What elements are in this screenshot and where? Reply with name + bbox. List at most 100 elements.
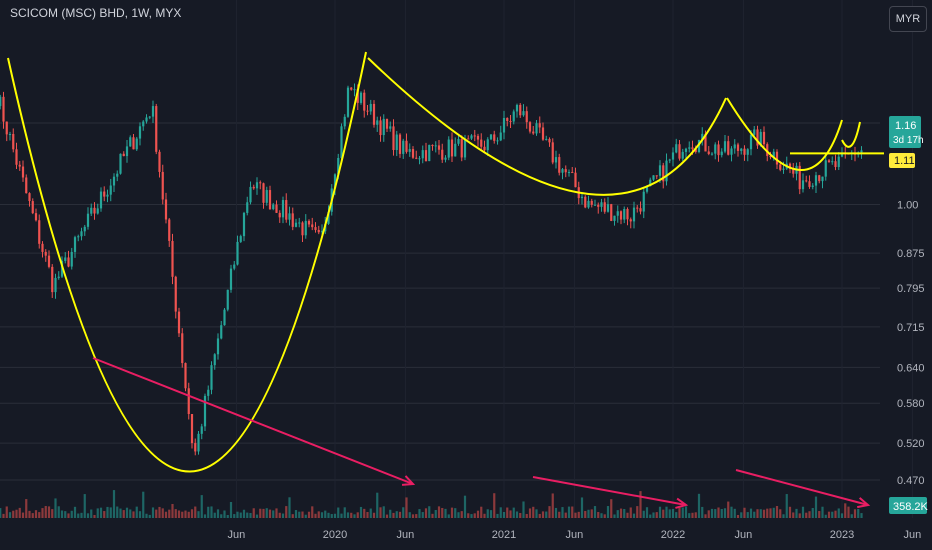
candle-body	[710, 153, 714, 155]
volume-bar	[671, 508, 675, 518]
volume-bars	[0, 490, 863, 518]
candle-body	[184, 363, 187, 389]
volume-bar	[333, 513, 337, 518]
candle-body	[746, 149, 749, 155]
candle-body	[434, 145, 437, 147]
candle-body	[278, 212, 281, 218]
volume-bar	[746, 512, 749, 518]
cup-curve-mid	[367, 57, 727, 196]
volume-bar	[242, 509, 246, 518]
last-price-label: 1.16	[895, 120, 916, 132]
candle-body	[584, 196, 587, 208]
candle-body	[467, 138, 470, 140]
trend-arrow-head	[675, 497, 689, 509]
candle-body	[441, 149, 444, 160]
volume-bar	[476, 510, 480, 518]
volume-bar	[298, 511, 301, 518]
volume-bar	[314, 513, 317, 518]
candle-body	[47, 255, 51, 267]
candle-body	[249, 186, 252, 203]
volume-bar	[210, 506, 213, 518]
volume-bar	[285, 506, 288, 518]
volume-bar	[486, 509, 489, 518]
volume-bar	[288, 497, 291, 518]
candle-body	[252, 186, 255, 189]
volume-bar	[808, 511, 811, 518]
candles	[0, 83, 863, 456]
candle-body	[291, 213, 294, 227]
candle-body	[470, 135, 473, 139]
candle-body	[395, 134, 398, 150]
candle-body	[428, 144, 431, 162]
volume-bar	[265, 508, 268, 518]
candle-body	[93, 207, 96, 214]
candle-body	[363, 92, 366, 111]
volume-bar	[688, 513, 691, 518]
candle-body	[818, 175, 821, 182]
volume-bar	[389, 509, 392, 518]
volume-bar	[5, 506, 8, 518]
volume-bar	[161, 508, 164, 518]
candle-body	[350, 87, 353, 90]
candle-body	[515, 104, 519, 112]
candle-body	[486, 139, 489, 151]
candle-body	[603, 202, 606, 212]
candle-body	[447, 139, 450, 158]
volume-bar	[346, 512, 350, 518]
volume-bar	[837, 508, 840, 518]
volume-bar	[86, 513, 90, 518]
volume-bar	[535, 509, 538, 518]
volume-bar	[792, 512, 795, 518]
volume-bar	[723, 508, 727, 518]
candle-body	[694, 149, 697, 152]
volume-bar	[480, 506, 483, 518]
candle-body	[493, 134, 496, 141]
candle-body	[408, 149, 411, 152]
volume-bar	[70, 510, 73, 518]
candle-body	[600, 202, 603, 207]
currency-button[interactable]: MYR	[889, 6, 927, 32]
volume-bar	[691, 512, 694, 518]
candle-body	[421, 150, 424, 159]
volume-bar	[665, 506, 668, 518]
volume-bar	[411, 514, 415, 518]
volume-bar	[818, 511, 821, 518]
volume-bar	[444, 508, 447, 518]
volume-bar	[418, 509, 421, 518]
candle-body	[333, 174, 337, 189]
volume-bar	[798, 513, 801, 518]
volume-bar	[493, 493, 496, 518]
candle-body	[327, 211, 330, 224]
symbol-title: SCICOM (MSC) BHD, 1W, MYX	[10, 6, 182, 20]
volume-bar	[350, 512, 353, 518]
candle-body	[827, 160, 831, 163]
volume-bar	[356, 512, 359, 518]
volume-bar	[441, 507, 444, 518]
x-tick-label: Jun	[566, 529, 584, 541]
candle-body	[197, 433, 200, 452]
volume-bar	[382, 506, 385, 518]
volume-bar	[184, 510, 187, 518]
candle-body	[31, 201, 34, 214]
candle-body	[34, 213, 38, 221]
candle-body	[281, 200, 285, 218]
candle-body	[590, 200, 593, 205]
volume-bar	[223, 510, 226, 518]
candle-body	[239, 236, 242, 242]
candle-body	[402, 140, 405, 154]
volume-bar	[129, 509, 132, 518]
candle-body	[77, 236, 80, 238]
volume-bar	[275, 508, 278, 518]
volume-bar	[496, 513, 499, 518]
volume-bar	[470, 514, 473, 518]
volume-bar	[499, 507, 502, 518]
candle-body	[642, 191, 645, 212]
cup-curve-large	[7, 51, 367, 473]
candle-body	[629, 219, 632, 222]
volume-bar	[636, 506, 639, 518]
volume-bar	[447, 514, 450, 518]
volume-bar	[376, 492, 379, 518]
volume-bar	[405, 497, 408, 518]
volume-bar	[489, 510, 493, 518]
